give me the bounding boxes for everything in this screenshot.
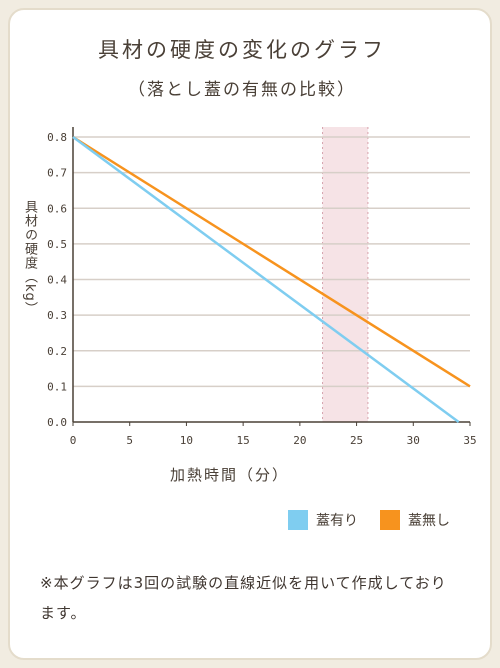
legend-item-without-lid: 蓋無し <box>380 510 450 530</box>
x-tick-label: 20 <box>293 434 306 447</box>
y-axis-label: 具材の硬度（kg） <box>22 200 37 316</box>
x-tick-label: 15 <box>237 434 250 447</box>
legend-swatch-without-lid <box>380 510 400 530</box>
footnote: ※本グラフは3回の試験の直線近似を用いて作成しております。 <box>40 574 447 622</box>
y-tick-label: 0.8 <box>47 131 67 144</box>
x-axis-label: 加熱時間（分） <box>170 466 290 484</box>
x-tick-label: 5 <box>126 434 133 447</box>
y-tick-label: 0.4 <box>47 274 67 287</box>
chart-card <box>8 8 492 660</box>
x-tick-label: 35 <box>463 434 476 447</box>
legend-label-with-lid: 蓋有り <box>316 513 358 529</box>
chart-title: 具材の硬度の変化のグラフ <box>98 38 386 62</box>
y-tick-label: 0.0 <box>47 416 67 429</box>
series-line <box>72 135 471 388</box>
x-tick-label: 10 <box>180 434 193 447</box>
highlight-band <box>322 127 368 422</box>
x-tick-label: 0 <box>70 434 77 447</box>
legend-label-without-lid: 蓋無し <box>408 513 450 529</box>
x-tick-label: 25 <box>350 434 363 447</box>
y-tick-label: 0.2 <box>47 345 67 358</box>
y-tick-label: 0.7 <box>47 167 67 180</box>
legend-swatch-with-lid <box>288 510 308 530</box>
chart-subtitle: （落とし蓋の有無の比較） <box>128 80 356 100</box>
x-tick-label: 30 <box>407 434 420 447</box>
y-tick-label: 0.5 <box>47 238 67 251</box>
y-tick-label: 0.1 <box>47 380 67 393</box>
y-tick-label: 0.3 <box>47 309 67 322</box>
legend: 蓋有り 蓋無し <box>288 510 472 530</box>
y-tick-label: 0.6 <box>47 202 67 215</box>
series-line <box>72 135 460 424</box>
legend-item-with-lid: 蓋有り <box>288 510 358 530</box>
